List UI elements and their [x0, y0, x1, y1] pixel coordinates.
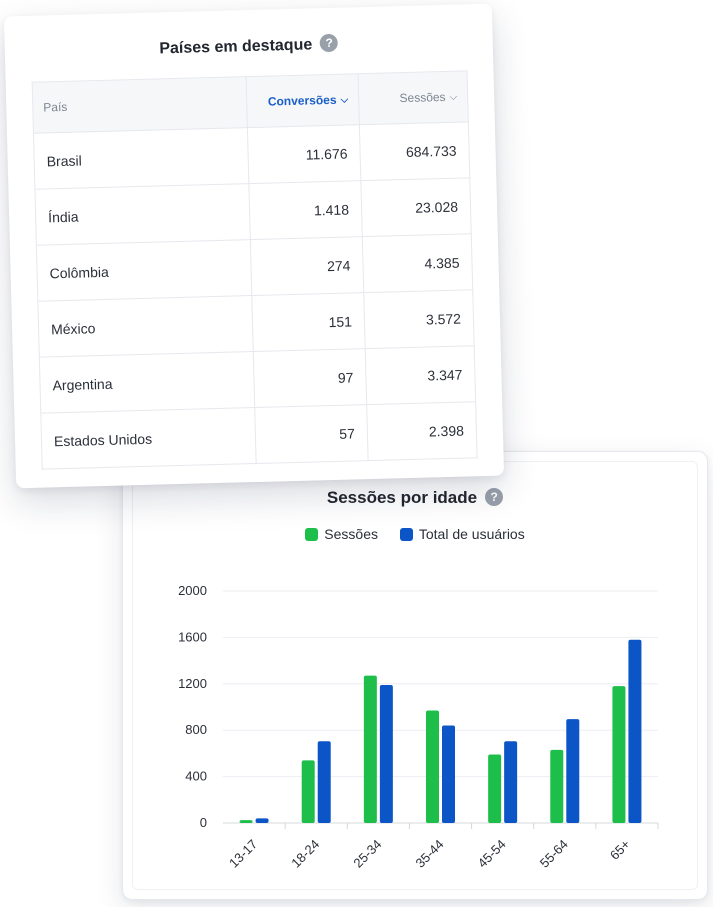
cell-sessions: 3.572: [363, 289, 475, 349]
cell-conversions: 151: [252, 292, 366, 352]
y-tick-label: 400: [185, 769, 207, 784]
bar-total-users: [255, 818, 269, 823]
x-tick-label: 55-64: [537, 837, 571, 871]
chart-legend: Sessões Total de usuários: [123, 526, 707, 542]
bar-total-users: [628, 639, 642, 823]
cell-country: Índia: [34, 183, 251, 246]
bar-total-users: [317, 741, 331, 823]
cell-conversions: 11.676: [247, 124, 361, 184]
bar-total-users: [566, 719, 580, 823]
countries-table: País Conversões ⌵ Sessões ⌵ Brasil 11.676 …: [31, 70, 478, 470]
legend-swatch-sessions: [305, 528, 319, 541]
cell-sessions: 4.385: [362, 233, 473, 293]
x-tick-label: 18-24: [288, 837, 322, 871]
y-tick-label: 1200: [178, 676, 207, 691]
bar-sessions: [488, 754, 502, 823]
column-header-country: País: [32, 76, 248, 134]
bar-sessions: [363, 675, 377, 823]
legend-label-total-users: Total de usuários: [418, 526, 525, 542]
y-tick-label: 0: [200, 815, 207, 830]
column-header-sessions[interactable]: Sessões ⌵: [357, 70, 469, 125]
cell-country: Argentina: [39, 351, 255, 414]
y-tick-label: 800: [185, 722, 207, 737]
x-tick-label: 45-54: [475, 837, 509, 871]
table-title: Países em destaque: [159, 36, 313, 58]
legend-label-sessions: Sessões: [324, 526, 378, 542]
x-tick-label: 13-17: [226, 837, 260, 871]
cell-sessions: 684.733: [359, 121, 470, 181]
cell-country: Estados Unidos: [40, 407, 257, 470]
chart-title: Sessões por idade: [326, 488, 478, 507]
chevron-down-icon: ⌵: [449, 91, 458, 103]
table-row: Estados Unidos 57 2.398: [40, 401, 478, 470]
cell-sessions: 3.347: [365, 345, 476, 405]
legend-swatch-total-users: [399, 528, 413, 541]
age-sessions-card-inner: [132, 461, 698, 890]
bar-sessions: [550, 749, 564, 823]
table-title-row: Países em destaque?: [5, 30, 493, 63]
bar-sessions: [612, 686, 626, 823]
bar-sessions: [426, 710, 439, 823]
question-circle-icon[interactable]: ?: [319, 33, 339, 53]
bar-sessions: [301, 760, 315, 823]
cell-country: Colômbia: [36, 239, 253, 302]
column-header-conversions[interactable]: Conversões ⌵: [246, 73, 360, 128]
cell-sessions: 23.028: [360, 177, 472, 237]
x-tick-label: 35-44: [413, 837, 447, 871]
x-tick-label: 25-34: [350, 837, 384, 871]
bar-total-users: [504, 741, 518, 823]
bar-total-users: [379, 684, 393, 823]
y-tick-label: 1600: [178, 629, 207, 644]
age-sessions-card: Sessões por idade? Sessões Total de usuá…: [122, 451, 708, 900]
bar-total-users: [442, 725, 455, 823]
chevron-down-icon: ⌵: [340, 94, 349, 106]
cell-conversions: 274: [250, 236, 364, 296]
bar-sessions: [239, 820, 253, 823]
cell-sessions: 2.398: [366, 401, 478, 461]
cell-country: México: [37, 295, 254, 358]
y-tick-label: 2000: [178, 583, 207, 598]
cell-conversions: 97: [253, 348, 367, 408]
chart-title-row: Sessões por idade?: [123, 488, 707, 508]
legend-item-total-users[interactable]: Total de usuários: [399, 526, 525, 542]
top-countries-card: Países em destaque? País Conversões ⌵ Ses…: [3, 3, 505, 489]
cell-conversions: 1.418: [249, 180, 363, 240]
bar-chart: 0 400 800 1200 1600 2000 13-17 18-24 25-34 35-44 4…: [178, 583, 659, 871]
question-circle-icon[interactable]: ?: [485, 488, 504, 506]
cell-country: Brasil: [33, 127, 250, 190]
x-tick-label: 65+: [607, 837, 633, 863]
cell-conversions: 57: [254, 404, 369, 464]
legend-item-sessions[interactable]: Sessões: [305, 526, 378, 542]
